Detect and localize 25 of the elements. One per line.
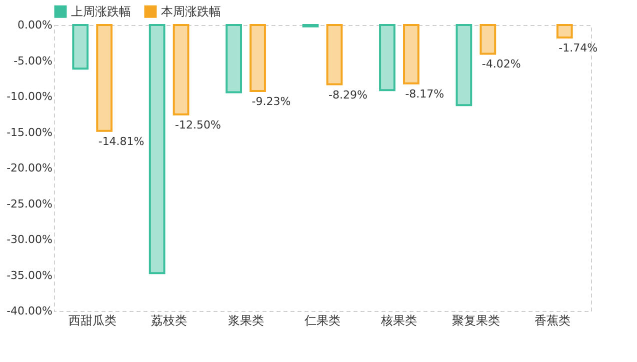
y-tick-label: -25.00% <box>6 197 52 210</box>
data-label: -1.74% <box>558 41 598 54</box>
x-tick-label: 聚复果类 <box>452 314 500 328</box>
data-label: -14.81% <box>98 134 144 148</box>
legend-label: 上周涨跌幅 <box>71 4 131 19</box>
data-label: -12.50% <box>175 118 221 132</box>
x-tick-label: 荔枝类 <box>151 314 188 328</box>
y-tick-label: 0.00% <box>18 18 52 32</box>
x-tick-label: 香蕉类 <box>534 314 571 328</box>
x-tick-label: 核果类 <box>380 314 418 328</box>
data-label: -8.29% <box>328 88 368 102</box>
data-label: -4.02% <box>482 58 521 71</box>
x-tick-label: 西甜瓜类 <box>68 314 116 328</box>
x-tick-label: 浆果类 <box>228 314 264 328</box>
y-tick-label: -10.00% <box>6 90 52 103</box>
data-label: -9.23% <box>252 94 291 108</box>
y-tick-label: -5.00% <box>14 54 52 68</box>
y-tick-label: -40.00% <box>6 304 52 318</box>
x-tick-label: 仁果类 <box>304 314 340 328</box>
y-tick-label: -20.00% <box>6 162 52 174</box>
y-tick-label: -35.00% <box>6 268 52 282</box>
y-tick-label: -15.00% <box>6 126 52 139</box>
data-label: -8.17% <box>405 87 444 100</box>
y-tick-label: -30.00% <box>6 233 52 246</box>
legend-label: 本周涨跌幅 <box>161 4 221 19</box>
